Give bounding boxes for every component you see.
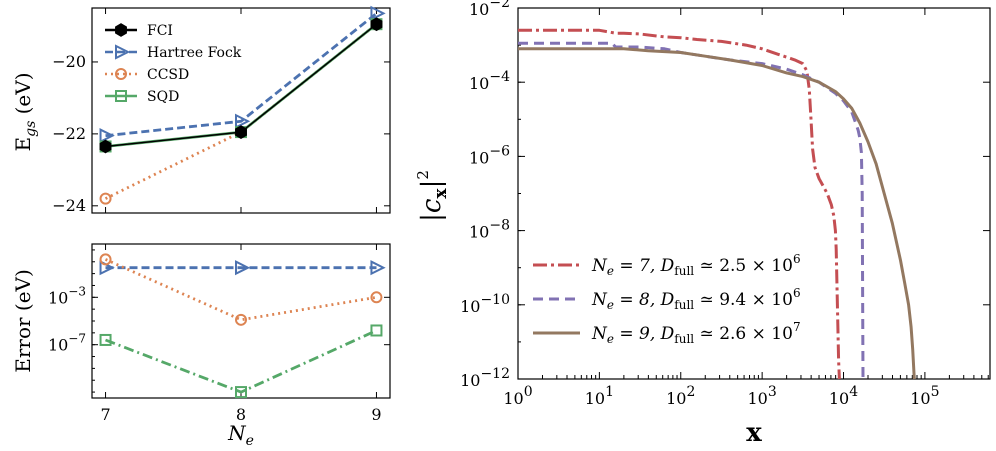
error-point <box>235 313 247 326</box>
energy-legend-label: SQD <box>147 89 179 105</box>
error-panel: 10−3 10−7 7 8 9 Error (eV) Ne <box>11 243 391 449</box>
energy-legend: FCI Hartree Fock CCSD SQD <box>105 23 242 105</box>
error-x-tick-label: 9 <box>371 405 381 424</box>
amplitude-series-line <box>518 47 916 380</box>
amplitude-x-tick-label: 102 <box>666 384 695 408</box>
amplitude-y-tick-label: 10−2 <box>469 0 510 19</box>
energy-y-tick-label: −22 <box>52 124 86 143</box>
error-y-axis-label: Error (eV) <box>11 269 35 373</box>
energy-legend-marker <box>115 23 127 37</box>
amplitude-ticks: 10−12 10−10 10−8 10−6 10−4 10−2 100 101 102 103 10… <box>460 0 990 408</box>
energy-legend-label: Hartree Fock <box>147 45 242 61</box>
energy-series-line <box>105 12 378 138</box>
energy-y-axis-label: Egs (eV) <box>11 72 39 151</box>
amplitude-x-tick-label: 105 <box>910 384 939 408</box>
error-series-line <box>104 258 377 322</box>
energy-point <box>370 17 383 32</box>
energy-y-tick-label: −24 <box>52 196 86 215</box>
energy-legend-label: CCSD <box>147 67 189 83</box>
error-series-line <box>104 329 378 394</box>
amplitude-x-tick-label: 100 <box>503 384 532 408</box>
energy-legend-marker <box>115 44 131 60</box>
amplitude-y-tick-label: 10−12 <box>460 366 510 390</box>
error-ticks: 10−3 10−7 7 8 9 <box>48 244 390 424</box>
amplitude-y-axis-label: |cx|2 <box>414 170 451 222</box>
amplitude-y-tick-label: 10−10 <box>460 292 510 316</box>
amplitude-y-tick-label: 10−8 <box>469 218 510 242</box>
amplitude-legend-label: Ne = 7, Dfull ≃ 2.5 × 106 <box>591 252 801 278</box>
energy-y-tick-label: −20 <box>52 52 86 71</box>
error-point <box>370 291 383 304</box>
error-y-tick-label: 10−3 <box>48 284 86 307</box>
amplitude-x-axis-label: x <box>746 418 762 448</box>
error-point <box>99 333 112 346</box>
energy-legend-marker <box>115 68 127 80</box>
error-point <box>235 386 247 399</box>
amplitude-x-tick-label: 104 <box>829 384 858 408</box>
energy-point <box>99 128 115 144</box>
energy-point <box>99 139 112 154</box>
energy-legend-marker <box>115 90 127 102</box>
error-x-tick-label: 8 <box>236 405 246 424</box>
amplitude-y-tick-label: 10−6 <box>469 143 510 167</box>
energy-ticks: −24 −22 −20 <box>52 8 390 215</box>
energy-point <box>235 125 247 139</box>
error-series-group <box>99 253 386 399</box>
error-point <box>99 253 112 266</box>
amplitude-y-tick-label: 10−4 <box>469 69 510 93</box>
energy-legend-label: FCI <box>147 23 173 39</box>
amplitude-legend: Ne = 7, Dfull ≃ 2.5 × 106 Ne = 8, Dfull ≃… <box>533 252 801 346</box>
amplitude-series-line <box>518 28 841 380</box>
error-point <box>370 260 386 276</box>
amplitude-legend-label: Ne = 9, Dfull ≃ 2.6 × 107 <box>591 320 801 346</box>
error-point <box>370 324 383 337</box>
energy-point <box>99 192 112 205</box>
error-point <box>235 260 251 276</box>
amplitude-panel: 10−12 10−10 10−8 10−6 10−4 10−2 100 101 102 103 10… <box>414 0 991 448</box>
error-x-axis-label: Ne <box>227 421 254 449</box>
energy-series-group <box>99 5 386 205</box>
amplitude-x-tick-label: 103 <box>747 384 776 408</box>
amplitude-series-group <box>518 28 916 380</box>
amplitude-x-tick-label: 101 <box>585 384 614 408</box>
error-x-tick-label: 7 <box>100 405 110 424</box>
error-y-tick-label: 10−7 <box>48 332 86 355</box>
energy-panel: −24 −22 −20 Egs (eV) FCI Hartree Fock CCSD SQ… <box>11 5 391 215</box>
amplitude-series-line <box>518 41 865 380</box>
amplitude-legend-label: Ne = 8, Dfull ≃ 9.4 × 106 <box>591 286 801 312</box>
energy-point <box>370 5 386 22</box>
energy-point <box>235 113 251 129</box>
